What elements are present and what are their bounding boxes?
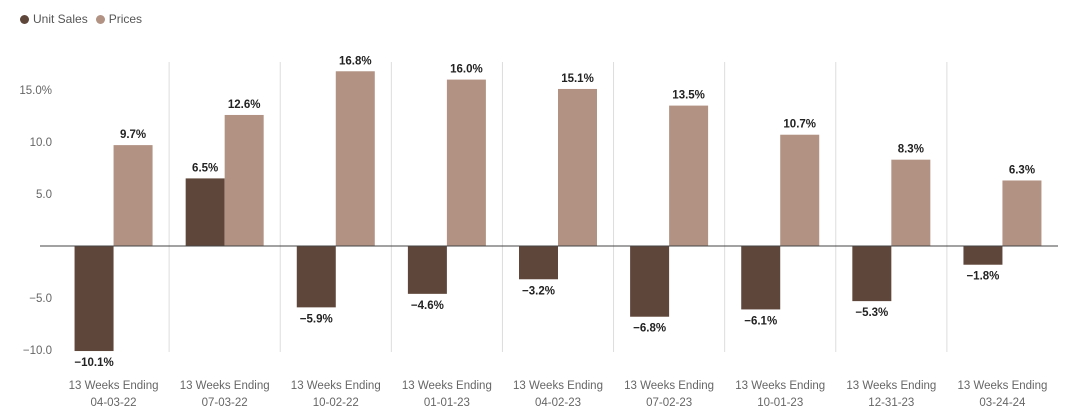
- y-tick-label: −5.0: [29, 293, 52, 305]
- x-category-label: 13 Weeks Ending: [513, 380, 603, 392]
- x-category-label: 13 Weeks Ending: [69, 380, 159, 392]
- prices-bar[interactable]: [1002, 180, 1042, 246]
- x-category-date: 07-03-22: [202, 397, 248, 409]
- legend-label-prices: Prices: [108, 12, 143, 26]
- prices-bar[interactable]: [891, 159, 931, 246]
- y-tick-label: 5.0: [36, 189, 52, 201]
- prices-bar[interactable]: [335, 71, 375, 246]
- y-tick-label: 15.0%: [19, 85, 52, 97]
- legend-label-unit-sales: Unit Sales: [33, 12, 88, 26]
- unit-sales-data-label: −10.1%: [74, 357, 113, 369]
- x-category-date: 12-31-23: [868, 397, 914, 409]
- unit-sales-bar[interactable]: [407, 246, 447, 294]
- x-category-date: 04-02-23: [535, 397, 581, 409]
- prices-bar[interactable]: [113, 145, 153, 246]
- x-category-date: 10-01-23: [757, 397, 803, 409]
- unit-sales-data-label: −4.6%: [411, 300, 444, 312]
- prices-bar[interactable]: [669, 105, 709, 246]
- unit-sales-bar[interactable]: [519, 246, 558, 280]
- prices-data-label: 16.8%: [339, 55, 372, 67]
- prices-data-label: 16.0%: [450, 64, 483, 76]
- unit-sales-bar[interactable]: [185, 178, 225, 246]
- x-category-date: 10-02-22: [313, 397, 359, 409]
- unit-sales-data-label: −5.3%: [855, 307, 888, 319]
- prices-bar[interactable]: [558, 88, 597, 247]
- x-category-date: 01-01-23: [424, 397, 470, 409]
- unit-sales-bar[interactable]: [852, 246, 892, 302]
- prices-data-label: 6.3%: [1009, 164, 1035, 176]
- unit-sales-data-label: −6.1%: [744, 315, 777, 327]
- prices-data-label: 13.5%: [672, 90, 705, 102]
- legend-item-prices[interactable]: Prices: [95, 12, 143, 26]
- unit-sales-data-label: −3.2%: [522, 285, 555, 297]
- unit-sales-bar[interactable]: [963, 246, 1003, 265]
- x-category-date: 04-03-22: [91, 397, 137, 409]
- y-tick-label: −10.0: [23, 345, 52, 357]
- unit-sales-data-label: 6.5%: [192, 162, 218, 174]
- x-category-label: 13 Weeks Ending: [846, 380, 936, 392]
- prices-data-label: 8.3%: [898, 144, 924, 156]
- unit-sales-bar[interactable]: [296, 246, 336, 308]
- prices-data-label: 10.7%: [783, 119, 816, 131]
- chart-legend: Unit Sales Prices: [20, 12, 150, 26]
- prices-bar[interactable]: [446, 79, 486, 246]
- legend-swatch-unit-sales: [20, 14, 29, 24]
- prices-data-label: 15.1%: [561, 73, 594, 85]
- legend-item-unit-sales[interactable]: Unit Sales: [20, 12, 88, 26]
- x-category-label: 13 Weeks Ending: [402, 380, 492, 392]
- x-category-label: 13 Weeks Ending: [957, 380, 1047, 392]
- unit-sales-data-label: −5.9%: [300, 313, 333, 325]
- prices-bar[interactable]: [780, 134, 820, 246]
- x-category-date: 07-02-23: [646, 397, 692, 409]
- unit-sales-data-label: −1.8%: [966, 271, 999, 283]
- unit-sales-bar[interactable]: [741, 246, 781, 310]
- unit-sales-bar[interactable]: [630, 246, 670, 317]
- prices-data-label: 9.7%: [120, 129, 146, 141]
- x-category-label: 13 Weeks Ending: [291, 380, 381, 392]
- prices-data-label: 12.6%: [228, 99, 261, 111]
- x-category-label: 13 Weeks Ending: [735, 380, 825, 392]
- x-category-label: 13 Weeks Ending: [180, 380, 270, 392]
- prices-bar[interactable]: [224, 114, 264, 247]
- legend-swatch-prices: [95, 14, 105, 24]
- unit-sales-data-label: −6.8%: [633, 323, 666, 335]
- x-category-label: 13 Weeks Ending: [624, 380, 714, 392]
- y-tick-label: 10.0: [30, 137, 52, 149]
- x-category-date: 03-24-24: [979, 397, 1026, 409]
- unit-sales-bar[interactable]: [74, 246, 114, 352]
